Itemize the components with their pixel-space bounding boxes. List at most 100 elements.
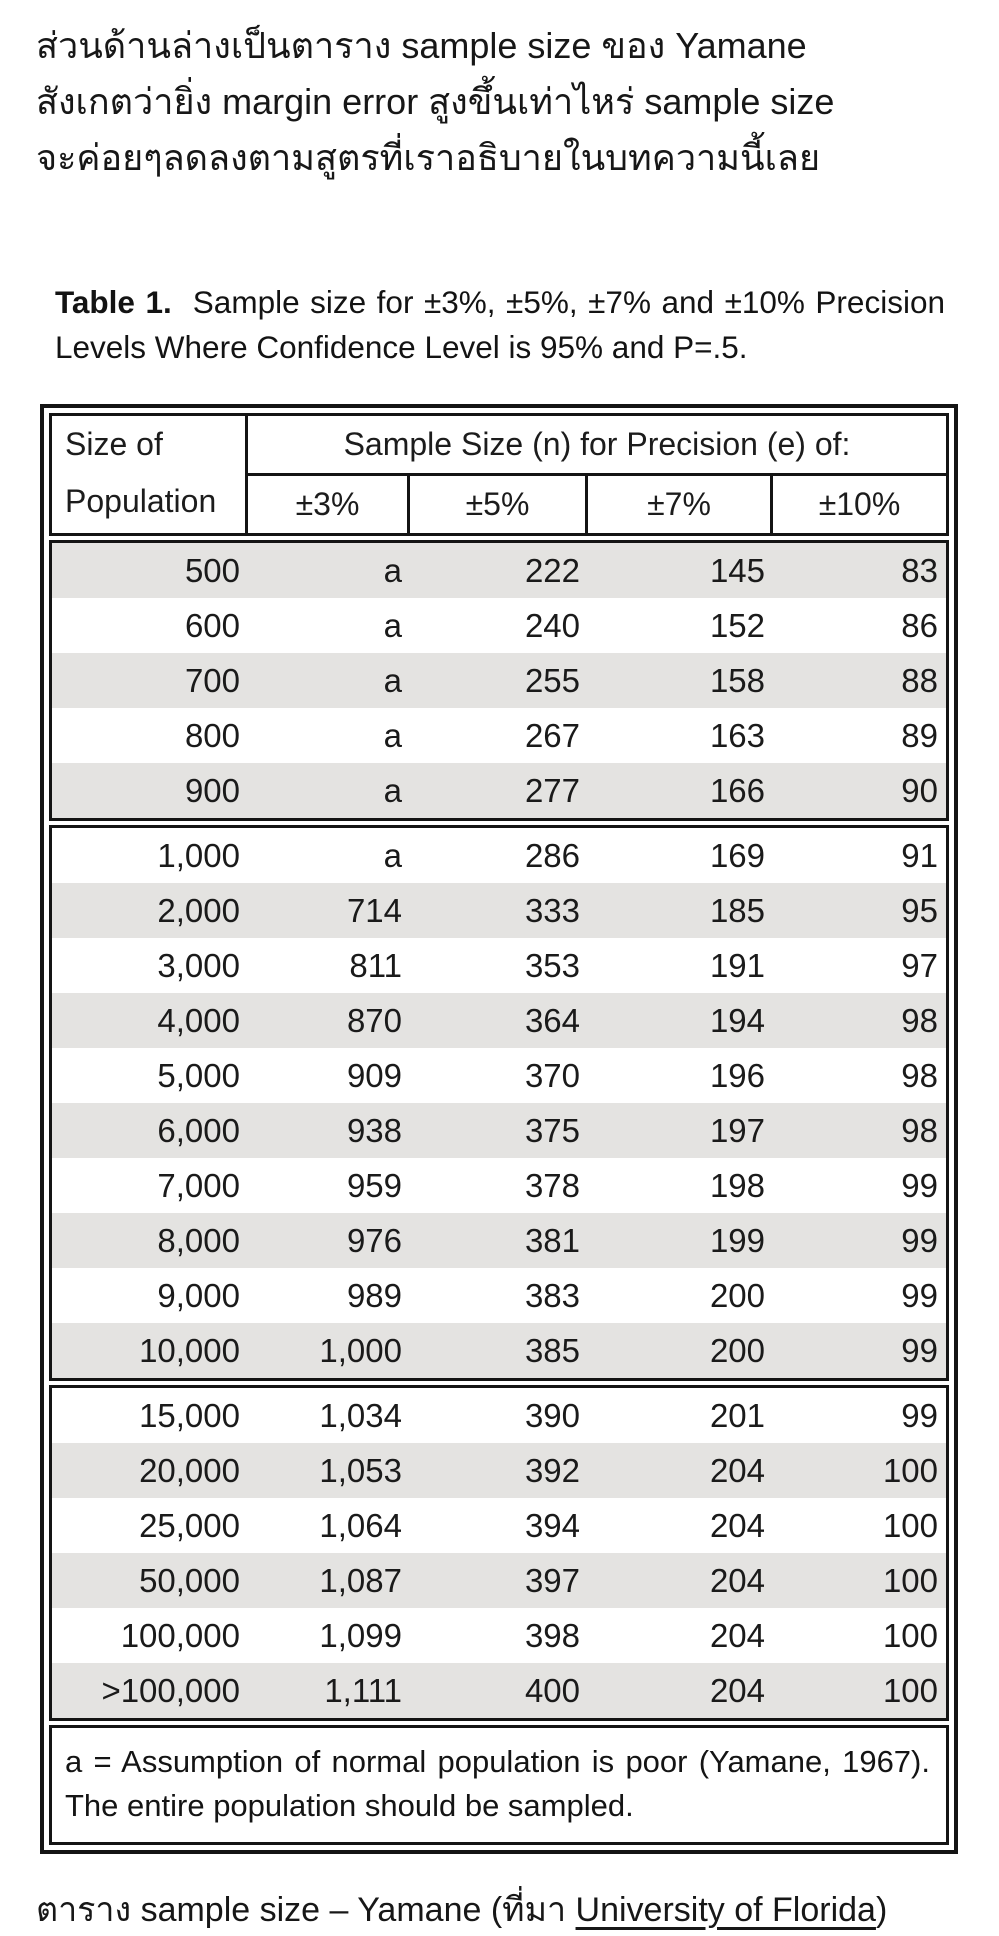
sample-size-cell: 204 bbox=[709, 1451, 765, 1489]
intro-paragraph: ส่วนด้านล่างเป็นตาราง sample size ของ Ya… bbox=[36, 18, 986, 186]
sample-size-cell: 390 bbox=[524, 1396, 580, 1434]
sample-size-cell: a bbox=[383, 836, 402, 874]
sample-size-cell: 200 bbox=[709, 1276, 765, 1314]
table-row: 2,000 714 333 185 95 bbox=[52, 883, 946, 938]
column-header-7: ±7% bbox=[588, 476, 773, 533]
sample-size-cell: 286 bbox=[524, 836, 580, 874]
sample-size-cell: 89 bbox=[901, 716, 938, 754]
sample-size-cell: 98 bbox=[901, 1056, 938, 1094]
sample-size-cell: 100 bbox=[882, 1671, 938, 1709]
sample-size-cell: a bbox=[383, 716, 402, 754]
source-link[interactable]: University of Florida bbox=[575, 1891, 876, 1929]
population-cell: 600 bbox=[184, 606, 240, 644]
sample-size-cell: 100 bbox=[882, 1616, 938, 1654]
sample-size-cell: 204 bbox=[709, 1506, 765, 1544]
sample-size-cell: 201 bbox=[709, 1396, 765, 1434]
sample-size-cell: 99 bbox=[901, 1276, 938, 1314]
precision-header-group: Sample Size (n) for Precision (e) of: ±3… bbox=[248, 416, 946, 533]
population-cell: 500 bbox=[184, 551, 240, 589]
population-cell: 2,000 bbox=[157, 891, 240, 929]
population-cell: 1,000 bbox=[157, 836, 240, 874]
table-row: 700 a 255 158 88 bbox=[52, 653, 946, 708]
sample-size-cell: 370 bbox=[524, 1056, 580, 1094]
sample-size-cell: 383 bbox=[524, 1276, 580, 1314]
table-group-1: 500 a 222 145 83 600 a 240 152 86 700 a 255 158 88 800 a… bbox=[49, 540, 949, 821]
sample-size-cell: 381 bbox=[524, 1221, 580, 1259]
intro-line-2: สังเกตว่ายิ่ง margin error สูงขึ้นเท่าไห… bbox=[36, 81, 835, 123]
table-row: 5,000 909 370 196 98 bbox=[52, 1048, 946, 1103]
caption-prefix: ตาราง sample size – Yamane (ที่มา bbox=[36, 1891, 576, 1929]
population-cell: 3,000 bbox=[157, 946, 240, 984]
sample-size-table: Size of Population Sample Size (n) for P… bbox=[40, 404, 958, 1855]
intro-line-3: จะค่อยๆลดลงตามสูตรที่เราอธิบายในบทความนี… bbox=[36, 137, 821, 179]
sample-size-cell: 100 bbox=[882, 1451, 938, 1489]
table-row: 3,000 811 353 191 97 bbox=[52, 938, 946, 993]
sample-size-cell: 99 bbox=[901, 1396, 938, 1434]
sample-size-cell: 1,099 bbox=[319, 1616, 402, 1654]
population-cell: 700 bbox=[184, 661, 240, 699]
sample-size-cell: 1,000 bbox=[319, 1331, 402, 1369]
sample-size-cell: 1,034 bbox=[319, 1396, 402, 1434]
sample-size-cell: 100 bbox=[882, 1506, 938, 1544]
sample-size-cell: 152 bbox=[709, 606, 765, 644]
column-header-5: ±5% bbox=[410, 476, 588, 533]
table-title-text: Sample size for ±3%, ±5%, ±7% and ±10% P… bbox=[55, 283, 945, 366]
sample-size-cell: 255 bbox=[524, 661, 580, 699]
table-row: 900 a 277 166 90 bbox=[52, 763, 946, 818]
population-cell: 100,000 bbox=[120, 1616, 240, 1654]
population-cell: 15,000 bbox=[139, 1396, 240, 1434]
sample-size-cell: 959 bbox=[346, 1166, 402, 1204]
column-header-population: Size of Population bbox=[52, 416, 248, 533]
table-row: 500 a 222 145 83 bbox=[52, 543, 946, 598]
table-title-label: Table 1. bbox=[55, 283, 172, 320]
sample-size-cell: 197 bbox=[709, 1111, 765, 1149]
table-header: Size of Population Sample Size (n) for P… bbox=[49, 413, 949, 536]
sample-size-cell: a bbox=[383, 551, 402, 589]
column-header-span: Sample Size (n) for Precision (e) of: bbox=[248, 416, 946, 476]
column-header-10: ±10% bbox=[818, 486, 901, 522]
sample-size-cell: 811 bbox=[349, 946, 402, 984]
table-group-3: 15,000 1,034 390 201 99 20,000 1,053 392 204 100 2… bbox=[49, 1385, 949, 1721]
table-row: 20,000 1,053 392 204 100 bbox=[52, 1443, 946, 1498]
sample-size-cell: 83 bbox=[901, 551, 938, 589]
sample-size-cell: 91 bbox=[901, 836, 938, 874]
population-header-line-2: Population bbox=[65, 483, 217, 519]
sample-size-cell: 97 bbox=[901, 946, 938, 984]
sample-size-cell: a bbox=[383, 606, 402, 644]
population-header-line-1: Size of bbox=[65, 426, 163, 462]
population-cell: 800 bbox=[184, 716, 240, 754]
sample-size-cell: 100 bbox=[882, 1561, 938, 1599]
population-cell: 7,000 bbox=[157, 1166, 240, 1204]
sample-size-cell: 1,111 bbox=[324, 1671, 402, 1709]
sample-size-cell: 397 bbox=[524, 1561, 580, 1599]
population-cell: 6,000 bbox=[157, 1111, 240, 1149]
table-row: 10,000 1,000 385 200 99 bbox=[52, 1323, 946, 1378]
sample-size-cell: 191 bbox=[709, 946, 765, 984]
sample-size-cell: 99 bbox=[901, 1331, 938, 1369]
table-row: >100,000 1,111 400 204 100 bbox=[52, 1663, 946, 1718]
table-row: 1,000 a 286 169 91 bbox=[52, 828, 946, 883]
sample-size-cell: 353 bbox=[524, 946, 580, 984]
sample-size-cell: 385 bbox=[524, 1331, 580, 1369]
population-cell: 25,000 bbox=[139, 1506, 240, 1544]
sample-size-cell: 378 bbox=[524, 1166, 580, 1204]
sample-size-cell: 163 bbox=[709, 716, 765, 754]
sample-size-cell: 196 bbox=[709, 1056, 765, 1094]
sample-size-cell: 394 bbox=[524, 1506, 580, 1544]
sample-size-cell: 98 bbox=[901, 1111, 938, 1149]
sample-size-cell: 909 bbox=[346, 1056, 402, 1094]
sample-size-cell: 1,064 bbox=[319, 1506, 402, 1544]
sample-size-cell: a bbox=[383, 771, 402, 809]
precision-subheaders: ±3% ±5% ±7% ±10% bbox=[248, 476, 946, 533]
table-row: 6,000 938 375 197 98 bbox=[52, 1103, 946, 1158]
table-row: 600 a 240 152 86 bbox=[52, 598, 946, 653]
sample-size-cell: 400 bbox=[524, 1671, 580, 1709]
sample-size-cell: a bbox=[383, 661, 402, 699]
table-footnote: a = Assumption of normal population is p… bbox=[49, 1725, 949, 1846]
table-row: 25,000 1,064 394 204 100 bbox=[52, 1498, 946, 1553]
sample-size-cell: 99 bbox=[901, 1166, 938, 1204]
population-cell: 9,000 bbox=[157, 1276, 240, 1314]
population-cell: >100,000 bbox=[101, 1671, 240, 1709]
sample-size-cell: 204 bbox=[709, 1616, 765, 1654]
sample-size-cell: 185 bbox=[709, 891, 765, 929]
